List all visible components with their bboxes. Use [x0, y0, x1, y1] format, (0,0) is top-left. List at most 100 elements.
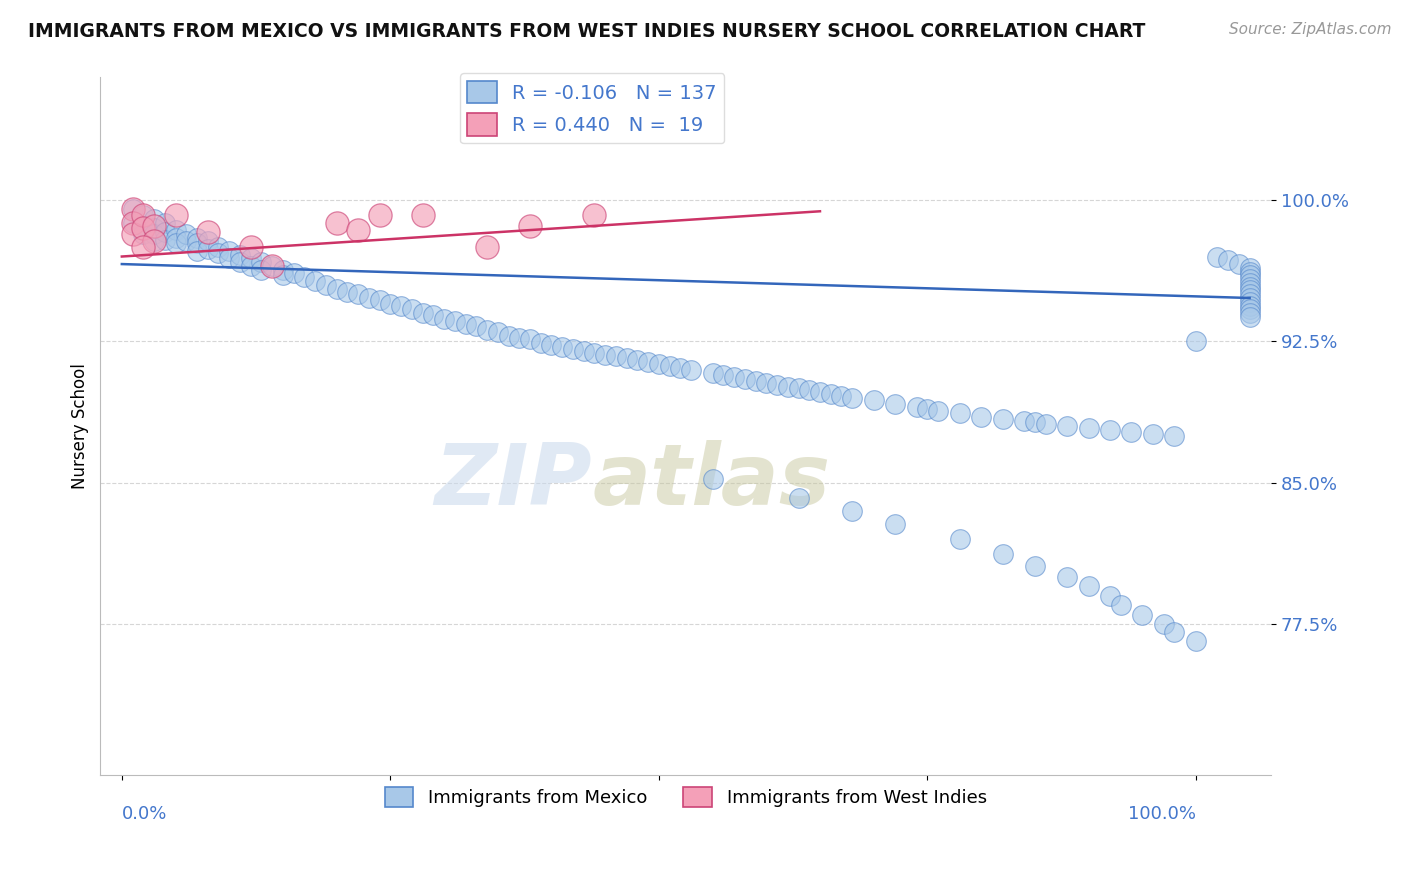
Text: atlas: atlas: [592, 441, 830, 524]
Point: [218, 252, 240, 266]
Point: [927, 404, 949, 418]
Point: [336, 285, 359, 300]
Point: [1077, 421, 1099, 435]
Point: [841, 504, 863, 518]
Point: [132, 208, 155, 222]
Point: [412, 208, 434, 222]
Point: [702, 367, 724, 381]
Point: [1121, 425, 1143, 439]
Point: [186, 244, 208, 258]
Point: [970, 409, 993, 424]
Point: [1239, 264, 1261, 278]
Point: [498, 328, 520, 343]
Point: [143, 235, 166, 249]
Point: [519, 219, 541, 234]
Point: [325, 282, 347, 296]
Point: [669, 360, 692, 375]
Point: [905, 401, 928, 415]
Point: [389, 299, 412, 313]
Point: [1098, 423, 1121, 437]
Point: [1142, 426, 1164, 441]
Point: [658, 359, 681, 373]
Point: [486, 325, 509, 339]
Point: [121, 216, 143, 230]
Point: [250, 262, 273, 277]
Point: [723, 370, 745, 384]
Point: [262, 259, 284, 273]
Point: [540, 338, 562, 352]
Point: [1239, 299, 1261, 313]
Point: [143, 219, 166, 234]
Point: [1239, 291, 1261, 305]
Point: [1239, 268, 1261, 283]
Point: [153, 225, 176, 239]
Point: [1227, 257, 1250, 271]
Point: [841, 391, 863, 405]
Point: [808, 385, 831, 400]
Point: [884, 396, 907, 410]
Point: [1239, 276, 1261, 290]
Point: [799, 384, 821, 398]
Text: 100.0%: 100.0%: [1128, 805, 1197, 823]
Point: [1035, 417, 1057, 432]
Point: [572, 343, 595, 358]
Point: [368, 208, 391, 222]
Point: [304, 274, 326, 288]
Point: [1239, 279, 1261, 293]
Point: [271, 268, 294, 283]
Point: [766, 377, 789, 392]
Point: [239, 240, 262, 254]
Point: [820, 387, 842, 401]
Point: [1098, 589, 1121, 603]
Point: [1163, 624, 1185, 639]
Point: [433, 311, 456, 326]
Point: [616, 351, 638, 366]
Point: [1185, 334, 1208, 349]
Point: [734, 372, 756, 386]
Point: [1239, 287, 1261, 301]
Point: [422, 308, 444, 322]
Point: [132, 221, 155, 235]
Point: [1185, 634, 1208, 648]
Point: [776, 379, 799, 393]
Point: [121, 202, 143, 217]
Legend: Immigrants from Mexico, Immigrants from West Indies: Immigrants from Mexico, Immigrants from …: [377, 780, 994, 814]
Point: [862, 392, 884, 407]
Point: [1206, 250, 1229, 264]
Point: [508, 330, 530, 344]
Point: [315, 277, 337, 292]
Point: [1239, 306, 1261, 320]
Point: [380, 296, 402, 310]
Point: [1239, 310, 1261, 324]
Point: [153, 233, 176, 247]
Point: [401, 302, 423, 317]
Point: [283, 267, 305, 281]
Point: [357, 291, 380, 305]
Point: [991, 547, 1014, 561]
Point: [583, 208, 606, 222]
Point: [143, 227, 166, 241]
Point: [1216, 253, 1239, 268]
Point: [830, 389, 852, 403]
Point: [197, 242, 219, 256]
Point: [1024, 416, 1046, 430]
Point: [1077, 579, 1099, 593]
Point: [121, 202, 143, 217]
Text: Source: ZipAtlas.com: Source: ZipAtlas.com: [1229, 22, 1392, 37]
Point: [1239, 294, 1261, 309]
Y-axis label: Nursery School: Nursery School: [72, 363, 89, 489]
Point: [551, 340, 574, 354]
Point: [218, 244, 240, 258]
Point: [186, 236, 208, 251]
Point: [949, 406, 972, 420]
Point: [530, 336, 553, 351]
Point: [702, 472, 724, 486]
Point: [165, 230, 187, 244]
Point: [744, 374, 766, 388]
Point: [325, 216, 347, 230]
Point: [1109, 599, 1132, 613]
Point: [454, 318, 477, 332]
Point: [605, 350, 627, 364]
Point: [475, 240, 498, 254]
Point: [207, 240, 229, 254]
